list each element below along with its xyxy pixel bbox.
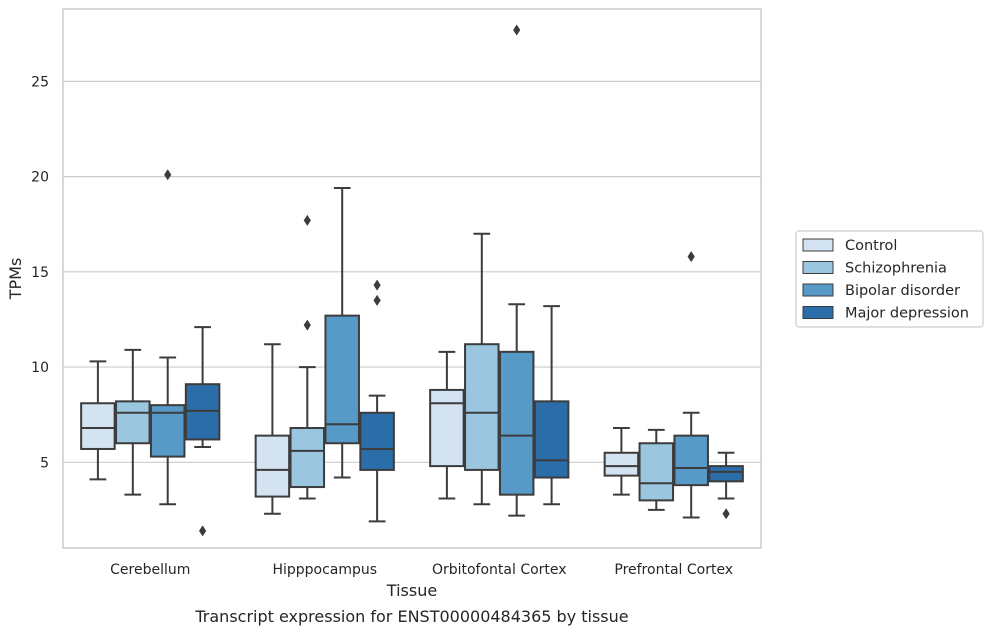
legend-label: Control xyxy=(845,238,897,254)
outlier-point xyxy=(513,24,521,36)
box-iqr xyxy=(80,402,116,450)
y-tick-label: 25 xyxy=(31,74,49,90)
boxes xyxy=(80,24,744,537)
legend-label: Major depression xyxy=(845,306,969,322)
x-axis-label: Tissue xyxy=(386,581,437,600)
box-iqr xyxy=(359,411,395,471)
box-0-2 xyxy=(429,350,465,500)
box-2-1 xyxy=(324,187,360,479)
box-3-3 xyxy=(708,451,744,520)
chart-title: Transcript expression for ENST0000048436… xyxy=(194,607,628,626)
x-tick-label: Prefrontal Cortex xyxy=(614,562,733,578)
box-3-2 xyxy=(533,305,570,506)
box-0-3 xyxy=(603,427,640,496)
box-iqr xyxy=(289,427,326,489)
box-iqr xyxy=(498,350,535,496)
box-iqr xyxy=(708,465,744,483)
legend-swatch xyxy=(802,306,834,319)
box-3-0 xyxy=(184,326,221,537)
box-2-2 xyxy=(498,24,535,517)
box-iqr xyxy=(673,434,709,487)
outlier-point xyxy=(722,508,730,520)
legend-swatch xyxy=(802,283,834,297)
box-1-0 xyxy=(115,348,151,496)
box-iqr xyxy=(638,442,675,502)
x-axis-ticks: Cerebellum Hipppocampus Orbitofontal Corte… xyxy=(110,562,733,578)
legend-swatch xyxy=(802,261,834,274)
box-iqr xyxy=(115,400,151,445)
y-tick-label: 5 xyxy=(40,455,49,471)
box-1-2 xyxy=(464,232,500,506)
box-iqr xyxy=(603,451,640,477)
x-tick-label: Orbitofontal Cortex xyxy=(432,562,567,578)
legend-label: Schizophrenia xyxy=(845,261,947,277)
y-axis-ticks: 5 10 15 20 25 xyxy=(31,74,49,471)
plot-area-frame xyxy=(62,8,762,549)
outlier-point xyxy=(303,214,311,226)
box-0-0 xyxy=(80,360,116,481)
outlier-point xyxy=(164,169,172,181)
box-iqr xyxy=(429,388,465,468)
box-iqr xyxy=(533,400,570,479)
y-axis-label: TPMs xyxy=(6,258,25,301)
outlier-point xyxy=(303,319,311,331)
outlier-point xyxy=(373,279,381,291)
y-tick-label: 10 xyxy=(31,360,49,376)
x-tick-label: Cerebellum xyxy=(110,562,190,578)
y-tick-label: 15 xyxy=(31,265,49,281)
box-iqr xyxy=(254,434,291,498)
legend-label: Bipolar disorder xyxy=(845,283,960,299)
y-tick-label: 20 xyxy=(31,170,49,186)
x-tick-label: Hipppocampus xyxy=(272,562,377,578)
legend-swatch xyxy=(802,238,834,252)
box-iqr xyxy=(324,314,360,445)
box-1-1 xyxy=(289,214,326,500)
outlier-point xyxy=(373,294,381,306)
box-0-1 xyxy=(254,343,291,515)
box-2-0 xyxy=(149,169,186,506)
outlier-point xyxy=(687,251,695,263)
box-iqr xyxy=(464,343,500,471)
box-1-3 xyxy=(638,428,675,511)
legend: Control Schizophrenia Bipolar disorder Majo… xyxy=(795,230,984,328)
box-2-3 xyxy=(673,251,709,519)
legend-frame xyxy=(795,230,984,328)
box-3-1 xyxy=(359,279,395,523)
outlier-point xyxy=(199,525,207,537)
